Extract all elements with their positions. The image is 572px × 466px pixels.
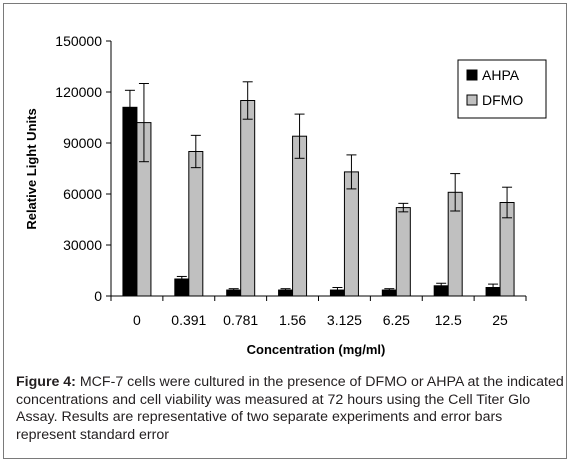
bar-ahpa-0: [122, 106, 138, 297]
x-tick-label: 0.781: [223, 312, 258, 328]
legend-swatch-ahpa: [466, 69, 478, 81]
bar-dfmo-1: [188, 151, 204, 297]
x-tick-label: 0: [133, 312, 141, 328]
y-tick-label: 150000: [55, 33, 102, 49]
figure-frame: 0 30000 60000 90000 120000 150000 0 0.391 0.781…: [3, 3, 567, 459]
x-tick-label: 25: [492, 312, 508, 328]
bars: [122, 81, 515, 297]
x-axis-title: Concentration (mg/ml): [247, 342, 386, 357]
bar-dfmo-4: [343, 171, 359, 297]
bar-dfmo-2: [240, 100, 256, 297]
y-axis-title: Relative Light Units: [24, 108, 39, 229]
y-tick-label: 120000: [55, 84, 102, 100]
legend-swatch-dfmo: [466, 94, 478, 106]
x-tick-label: 0.391: [171, 312, 206, 328]
legend: AHPA DFMO: [457, 59, 547, 119]
y-tick-label: 0: [94, 288, 102, 304]
y-tick-label: 90000: [63, 135, 102, 151]
y-tick-label: 60000: [63, 186, 102, 202]
bar-chart: 0 30000 60000 90000 120000 150000 0 0.391 0.781…: [24, 33, 547, 357]
x-tick-label: 3.125: [327, 312, 362, 328]
x-tick-label: 6.25: [383, 312, 410, 328]
bar-dfmo-5: [395, 207, 411, 297]
legend-label-ahpa: AHPA: [482, 67, 520, 83]
figure-caption: Figure 4: MCF-7 cells were cultured in t…: [16, 374, 564, 444]
legend-label-dfmo: DFMO: [482, 92, 523, 108]
y-axis: 0 30000 60000 90000 120000 150000: [55, 33, 112, 304]
bar-dfmo-3: [292, 135, 308, 297]
y-tick-label: 30000: [63, 237, 102, 253]
x-tick-label: 1.56: [279, 312, 306, 328]
x-tick-label: 12.5: [435, 312, 462, 328]
caption-text: MCF-7 cells were cultured in the presenc…: [16, 374, 564, 443]
caption-label: Figure 4:: [16, 374, 76, 390]
x-axis: 0 0.391 0.781 1.56 3.125 6.25 12.5 25: [110, 295, 527, 328]
